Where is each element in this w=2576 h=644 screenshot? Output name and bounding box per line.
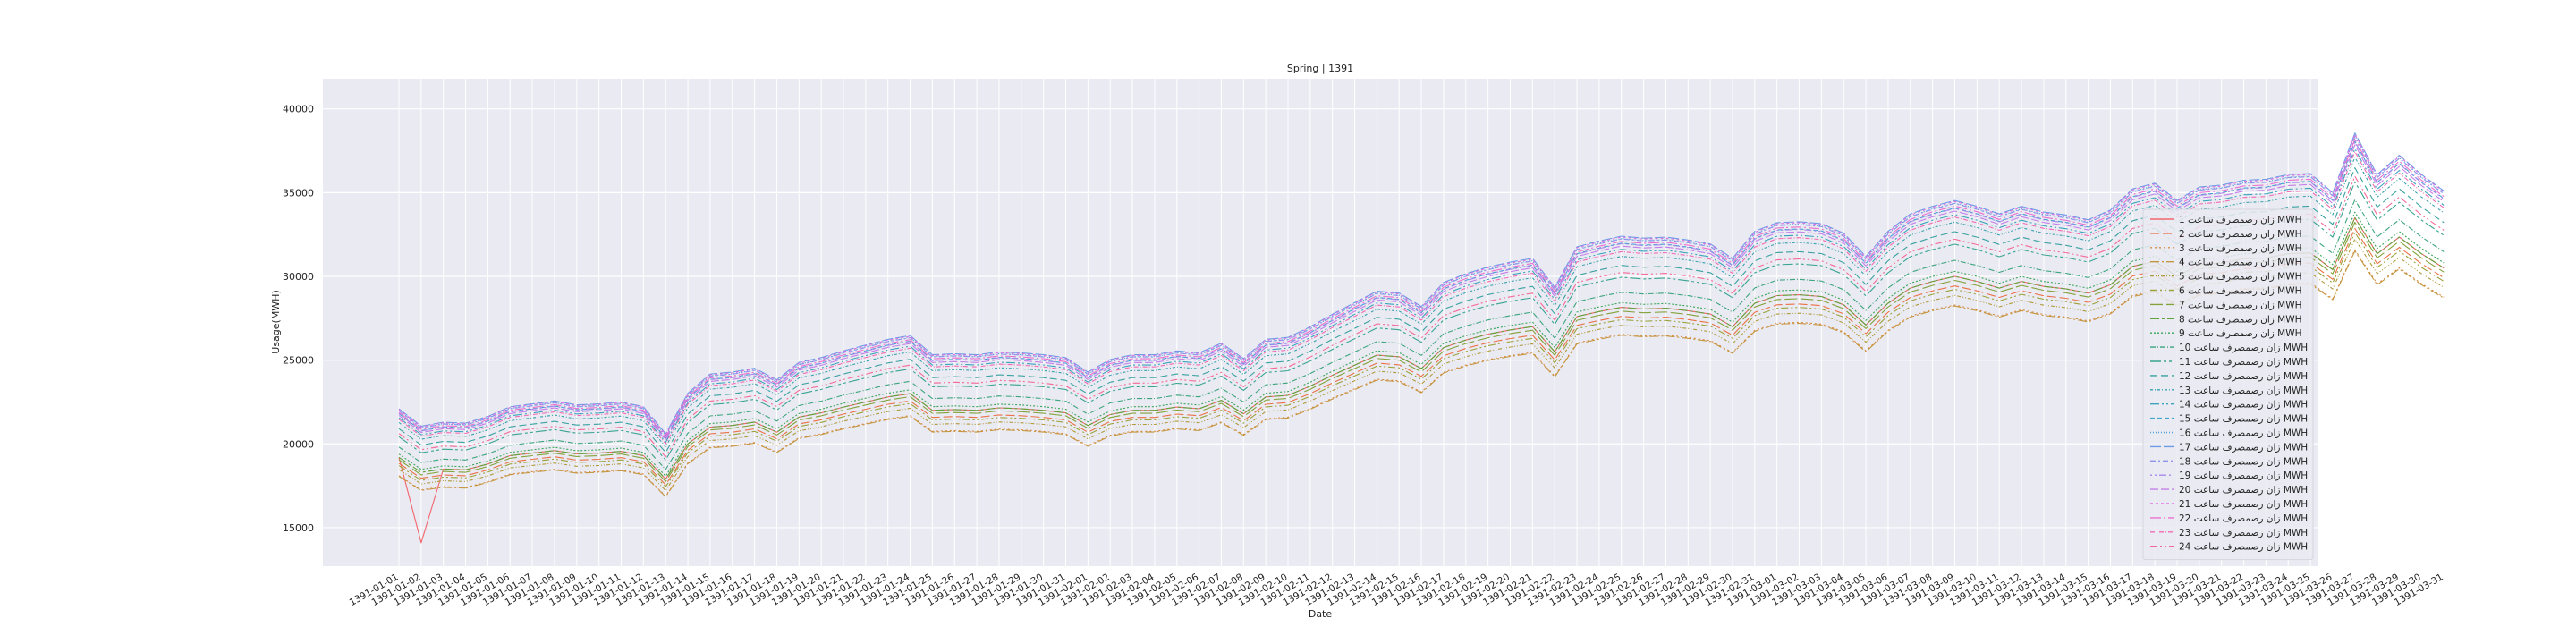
legend-label: زان رصمصرف ساعت 11 MWH <box>2179 357 2308 368</box>
legend-label: زان رصمصرف ساعت 17 MWH <box>2179 442 2308 453</box>
legend-label: زان رصمصرف ساعت 15 MWH <box>2179 414 2308 425</box>
series-line <box>398 238 2445 491</box>
series-line <box>398 141 2445 439</box>
legend-label: زان رصمصرف ساعت 23 MWH <box>2179 528 2308 538</box>
series-line <box>398 221 2445 482</box>
legend-label: زان رصمصرف ساعت 3 MWH <box>2179 243 2302 254</box>
y-tick-label: 25000 <box>283 355 314 367</box>
legend-label: زان رصمصرف ساعت 2 MWH <box>2179 229 2302 240</box>
series-line <box>398 232 2445 487</box>
series-line <box>398 250 2445 497</box>
legend-label: زان رصمصرف ساعت 21 MWH <box>2179 499 2308 510</box>
y-axis-label: Usage(MWH) <box>270 290 282 354</box>
chart-title: Spring | 1391 <box>1287 63 1353 74</box>
series-lines <box>398 132 2445 544</box>
legend-label: زان رصمصرف ساعت 4 MWH <box>2179 258 2302 268</box>
series-line <box>398 135 2445 436</box>
legend-label: زان رصمصرف ساعت 16 MWH <box>2179 428 2308 439</box>
legend-label: زان رصمصرف ساعت 22 MWH <box>2179 513 2308 524</box>
series-line <box>398 132 2445 435</box>
series-line <box>398 144 2445 441</box>
legend-label: زان رصمصرف ساعت 19 MWH <box>2179 470 2308 481</box>
y-tick-label: 40000 <box>283 104 314 115</box>
legend: زان رصمصرف ساعت 1 MWH زان رصمصرف ساعت 2 M… <box>2142 208 2314 561</box>
series-line <box>398 181 2445 461</box>
legend-label: زان رصمصرف ساعت 6 MWH <box>2179 286 2302 297</box>
series-line <box>398 135 2445 436</box>
legend-label: زان رصمصرف ساعت 18 MWH <box>2179 456 2308 467</box>
y-tick-label: 15000 <box>283 522 314 534</box>
series-line <box>398 133 2445 436</box>
series-line <box>398 249 2445 497</box>
series-line <box>398 227 2445 486</box>
legend-label: زان رصمصرف ساعت 12 MWH <box>2179 371 2308 382</box>
series-line <box>398 139 2445 438</box>
legend-label: زان رصمصرف ساعت 20 MWH <box>2179 485 2308 496</box>
series-line <box>398 150 2445 445</box>
legend-label: زان رصمصرف ساعت 14 MWH <box>2179 400 2308 411</box>
legend-label: زان رصمصرف ساعت 13 MWH <box>2179 386 2308 396</box>
x-tick-labels: 1391-01-011391-01-021391-01-031391-01-04… <box>348 572 2445 608</box>
legend-label: زان رصمصرف ساعت 7 MWH <box>2179 300 2302 310</box>
legend-label: زان رصمصرف ساعت 10 MWH <box>2179 343 2308 353</box>
series-line <box>398 157 2445 447</box>
legend-label: زان رصمصرف ساعت 24 MWH <box>2179 542 2308 553</box>
legend-label: زان رصمصرف ساعت 9 MWH <box>2179 328 2302 339</box>
series-line <box>398 216 2445 480</box>
series-line <box>398 175 2445 458</box>
legend-box <box>2142 208 2314 561</box>
y-tick-label: 30000 <box>283 271 314 283</box>
legend-label: زان رصمصرف ساعت 1 MWH <box>2179 215 2302 225</box>
legend-label: زان رصمصرف ساعت 8 MWH <box>2179 314 2302 325</box>
series-line <box>398 148 2445 443</box>
y-tick-labels: 15000 20000 25000 30000 35000 40000 <box>283 104 314 534</box>
x-axis-label: Date <box>1309 608 1333 620</box>
grid <box>323 79 2445 566</box>
legend-label: زان رصمصرف ساعت 5 MWH <box>2179 272 2302 283</box>
series-line <box>398 199 2445 470</box>
y-tick-label: 20000 <box>283 438 314 450</box>
series-line <box>398 167 2445 453</box>
y-tick-label: 35000 <box>283 187 314 199</box>
